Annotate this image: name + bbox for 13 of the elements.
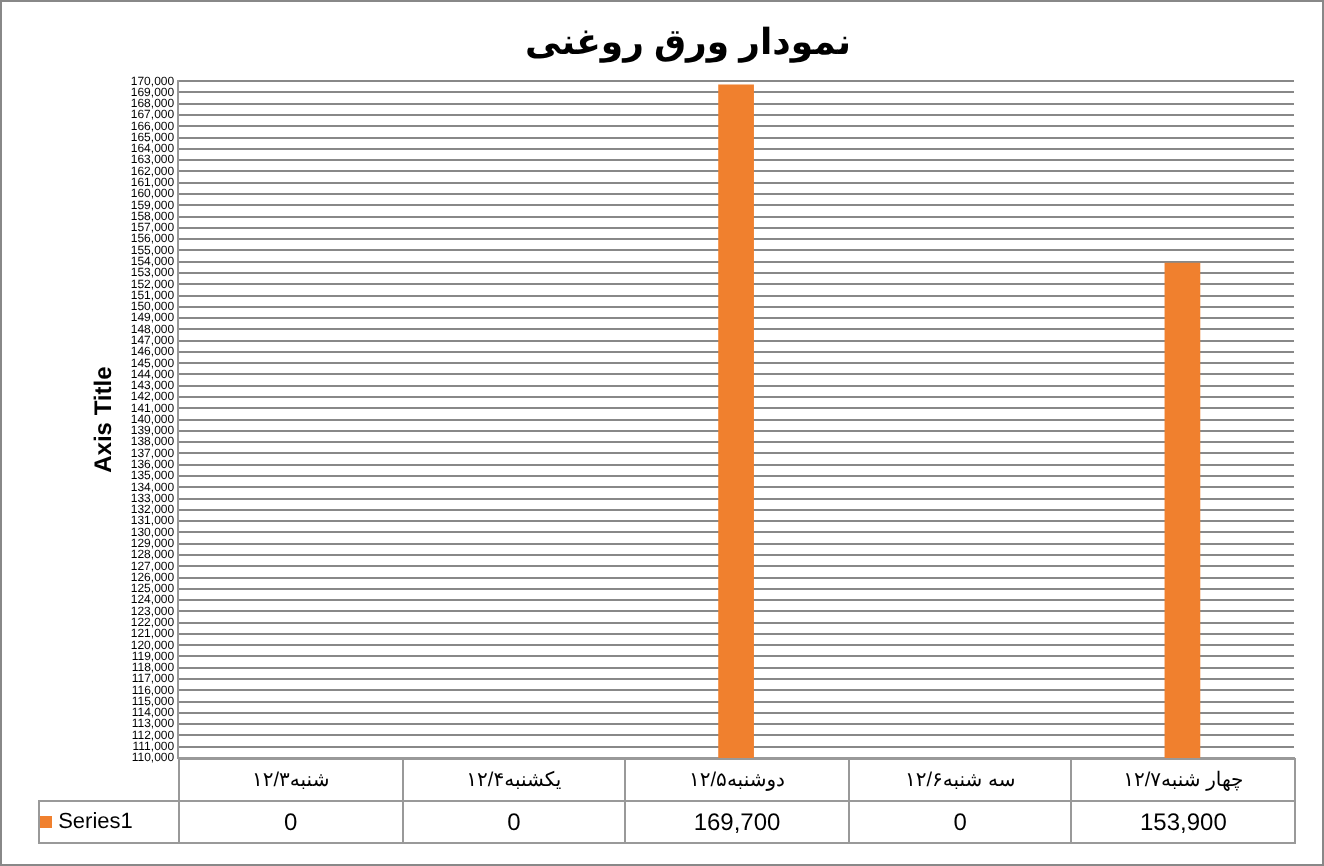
x-tick-label: دوشنبه۱۲/۵ <box>625 759 849 801</box>
text: 0 <box>284 808 298 836</box>
x-tick-label: سه شنبه۱۲/۶ <box>848 759 1072 801</box>
y-axis-title: Axis Title <box>89 365 118 473</box>
x-tick-label: یکشنبه۱۲/۴ <box>402 759 626 801</box>
chart-title: نمودار ورق روغنی <box>525 21 851 64</box>
text: 0 <box>953 808 967 836</box>
text: 153,900 <box>1139 808 1227 836</box>
legend-label: Series1 <box>39 801 180 843</box>
text: 0 <box>507 808 521 836</box>
x-tick-label: چهار شنبه۱۲/۷ <box>1071 759 1295 801</box>
x-tick-label: شنبه۱۲/۳ <box>179 759 403 801</box>
text: 169,700 <box>693 808 781 836</box>
